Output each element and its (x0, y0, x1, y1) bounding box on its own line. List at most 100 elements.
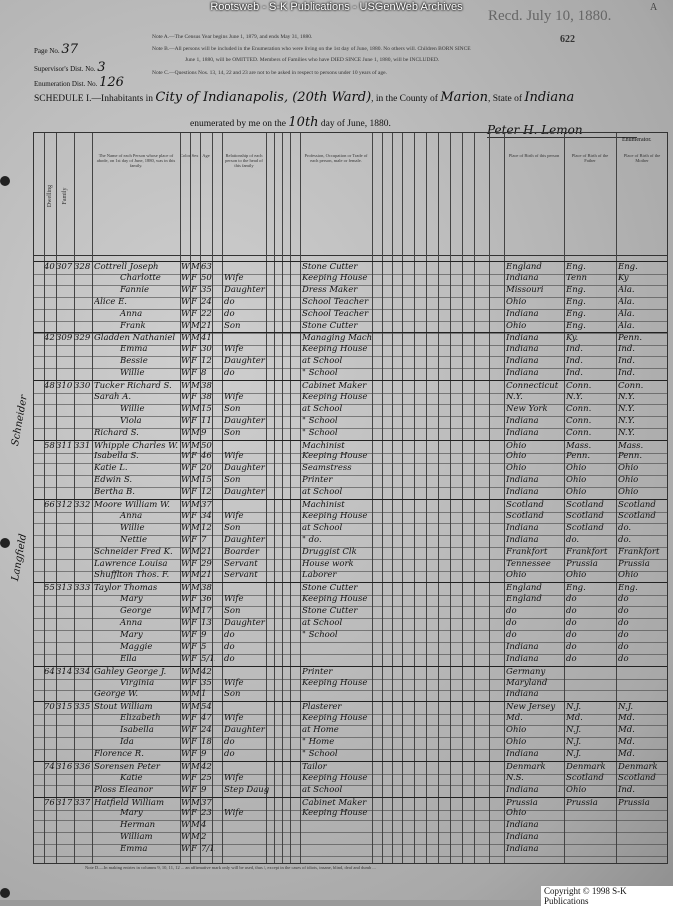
occupation: Keeping House (302, 713, 368, 724)
enumeration-date: enumerated by me on the 10th day of June… (190, 115, 391, 130)
sex: F (191, 487, 197, 498)
column-header: Color (180, 153, 191, 158)
table-row: 55 313 333 Taylor Thomas W M 38 Stone Cutter Eng… (34, 582, 667, 597)
birthplace: Germany (506, 666, 546, 677)
color: W (181, 451, 190, 462)
occupation: " Home (302, 737, 335, 747)
color: W (181, 784, 190, 795)
sex: M (191, 583, 200, 594)
person-name: Shufflton Thos. F. (94, 570, 170, 581)
dwelling-number: 66 (44, 500, 55, 510)
father-birthplace: Eng. (566, 296, 586, 307)
census-table: Dwelling Family The Name of each Person wh… (33, 132, 668, 864)
relationship: Daughter (224, 415, 265, 426)
mother-birthplace: Frankfort (618, 546, 660, 557)
table-row: 74 316 336 Sorensen Peter W M 42 Tailor Denmark D… (34, 760, 667, 775)
age: 8 (201, 368, 207, 379)
person-name: Katie (120, 772, 143, 783)
column-rule (402, 133, 403, 863)
relationship: do (224, 368, 235, 379)
table-row: 58 311 331 Whipple Charles W. W M 50 Machinist O… (34, 439, 667, 454)
dwelling-number: 40 (44, 262, 55, 272)
mother-birthplace: Md. (618, 713, 635, 724)
mother-birthplace: Ala. (618, 308, 635, 319)
column-rule (212, 133, 213, 863)
mother-birthplace: Scotland (618, 510, 656, 521)
sex: M (191, 522, 200, 533)
column-rule (462, 133, 463, 863)
age: 23 (201, 808, 212, 819)
column-rule (274, 133, 275, 863)
relationship: Daughter (224, 356, 265, 367)
visitation-number: 335 (74, 702, 91, 713)
color: W (181, 666, 190, 677)
occupation: Keeping House (302, 391, 368, 402)
relationship: Servant (224, 570, 258, 581)
father-birthplace: N.J. (566, 737, 582, 747)
column-rule (56, 133, 57, 863)
person-name: Tucker Richard S. (94, 381, 172, 391)
mother-birthplace: Ohio (618, 570, 639, 581)
relationship: Son (224, 475, 241, 486)
sex: M (191, 427, 200, 438)
column-rule (290, 133, 291, 863)
color: W (181, 797, 190, 808)
father-birthplace: Ind. (566, 356, 583, 367)
color: W (181, 832, 190, 843)
father-birthplace: Ind. (566, 368, 583, 379)
sex: F (191, 391, 197, 402)
birthplace: do (506, 629, 517, 640)
color: W (181, 725, 190, 736)
birthplace: Indiana (506, 820, 539, 831)
color: W (181, 618, 190, 628)
sex: F (191, 534, 197, 545)
person-name: Gladden Nathaniel (94, 333, 176, 344)
father-birthplace: Ohio (566, 487, 587, 498)
occupation: Dress Maker (302, 284, 358, 295)
mother-birthplace: Md. (618, 748, 635, 759)
father-birthplace: Ky. (566, 333, 579, 344)
father-birthplace: do (566, 606, 577, 617)
family-number: 315 (56, 702, 73, 713)
father-birthplace: Frankfort (566, 546, 608, 557)
sex: M (191, 262, 200, 272)
color: W (181, 594, 190, 605)
color: W (181, 487, 190, 498)
relationship: Wife (224, 594, 244, 605)
column-rule (180, 133, 181, 863)
mother-birthplace: Scotland (618, 772, 656, 783)
schedule-title: SCHEDULE I.—Inhabitants in City of India… (34, 90, 575, 105)
column-rule (504, 133, 505, 863)
person-name: Viola (120, 415, 142, 426)
sex: F (191, 558, 197, 569)
birthplace: Indiana (506, 653, 539, 664)
sex: F (191, 296, 197, 307)
occupation: Keeping House (302, 451, 368, 462)
occupation: " School (302, 427, 338, 438)
father-birthplace: Scotland (566, 772, 604, 783)
column-header: Relationship of each person to the head … (225, 153, 263, 168)
person-name: Ida (120, 737, 134, 747)
occupation: Machinist (302, 440, 345, 451)
father-birthplace: Ohio (566, 570, 587, 581)
column-rule (616, 133, 617, 863)
person-name: Frank (120, 320, 146, 331)
occupation: School Teacher (302, 296, 369, 307)
city: City of Indianapolis, (20th Ward) (155, 90, 372, 105)
color: W (181, 570, 190, 581)
mother-birthplace: Ind. (618, 356, 635, 367)
table-row: Fannie W F 35 Daughter Dress Maker Missouri Eng… (34, 285, 667, 298)
birthplace: N.S. (506, 772, 524, 783)
color: W (181, 415, 190, 426)
father-birthplace: Ohio (566, 475, 587, 486)
table-row: 42 309 329 Gladden Nathaniel W M 41 Managing Ma… (34, 332, 667, 347)
table-row: 64 314 334 Gahley George J. W M 42 Printer Germa… (34, 665, 667, 680)
father-birthplace: Eng. (566, 262, 586, 272)
age: 30 (201, 344, 212, 355)
relationship: Daughter (224, 725, 265, 736)
occupation: " do. (302, 534, 322, 545)
table-row: Willie W M 15 Son at School New York Conn. N.Y. (34, 404, 667, 417)
birthplace: Ohio (506, 320, 527, 331)
birthplace: Indiana (506, 832, 539, 843)
binding-hole (0, 538, 10, 548)
